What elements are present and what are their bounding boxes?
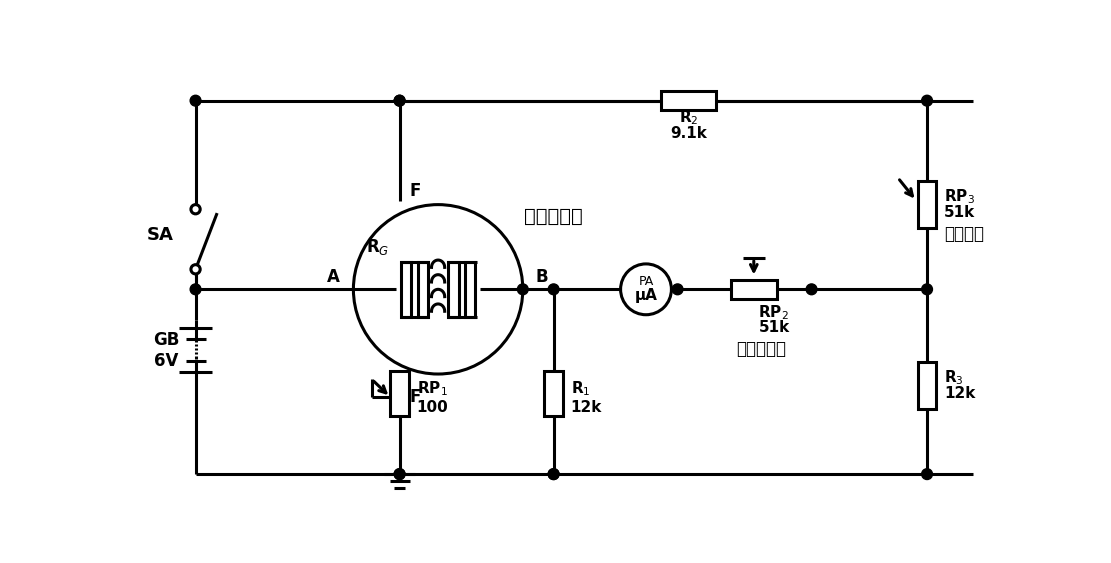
Circle shape [394,95,406,106]
Bar [449,262,459,317]
Text: R$_2$: R$_2$ [679,108,698,127]
Bar [418,262,428,317]
Circle shape [394,95,406,106]
Text: A: A [327,268,340,286]
Circle shape [190,284,201,294]
Circle shape [394,469,406,480]
Text: GB
6V: GB 6V [153,330,180,369]
Bar [918,181,937,229]
Circle shape [548,469,559,480]
Bar [466,262,476,317]
Text: RP$_3$: RP$_3$ [944,187,975,206]
Text: 零点调整: 零点调整 [944,225,984,243]
Circle shape [548,469,559,480]
Text: 100: 100 [417,400,449,414]
Circle shape [394,469,406,480]
Text: 灵敏度调整: 灵敏度调整 [737,341,787,359]
Bar [731,280,777,299]
Circle shape [922,95,932,106]
Text: RP$_2$: RP$_2$ [759,303,789,322]
Bar [918,361,937,409]
Text: R$_G$: R$_G$ [367,237,390,257]
Circle shape [353,204,523,374]
Text: F: F [410,182,421,200]
Bar [401,262,411,317]
Text: 12k: 12k [944,386,975,401]
Bar [544,371,563,415]
Circle shape [807,284,817,294]
Circle shape [518,284,528,294]
Circle shape [922,469,932,480]
Text: 气敏电阻器: 气敏电阻器 [524,207,583,226]
Text: R$_3$: R$_3$ [944,369,963,387]
Circle shape [672,284,683,294]
Bar [661,91,717,110]
Circle shape [191,265,200,274]
Bar [390,371,409,415]
Circle shape [191,204,200,214]
Circle shape [922,284,932,294]
Text: B: B [536,268,548,286]
Text: 51k: 51k [944,205,975,220]
Text: μA: μA [634,288,658,303]
Circle shape [190,95,201,106]
Circle shape [621,264,671,315]
Text: R$_1$: R$_1$ [571,379,590,398]
Text: 12k: 12k [571,400,602,414]
Text: PA: PA [639,275,653,288]
Text: SA: SA [147,226,174,244]
Text: 51k: 51k [759,320,790,336]
Text: RP$_1$: RP$_1$ [417,379,448,398]
Text: 9.1k: 9.1k [670,126,707,141]
Text: F: F [410,388,421,406]
Circle shape [548,284,559,294]
